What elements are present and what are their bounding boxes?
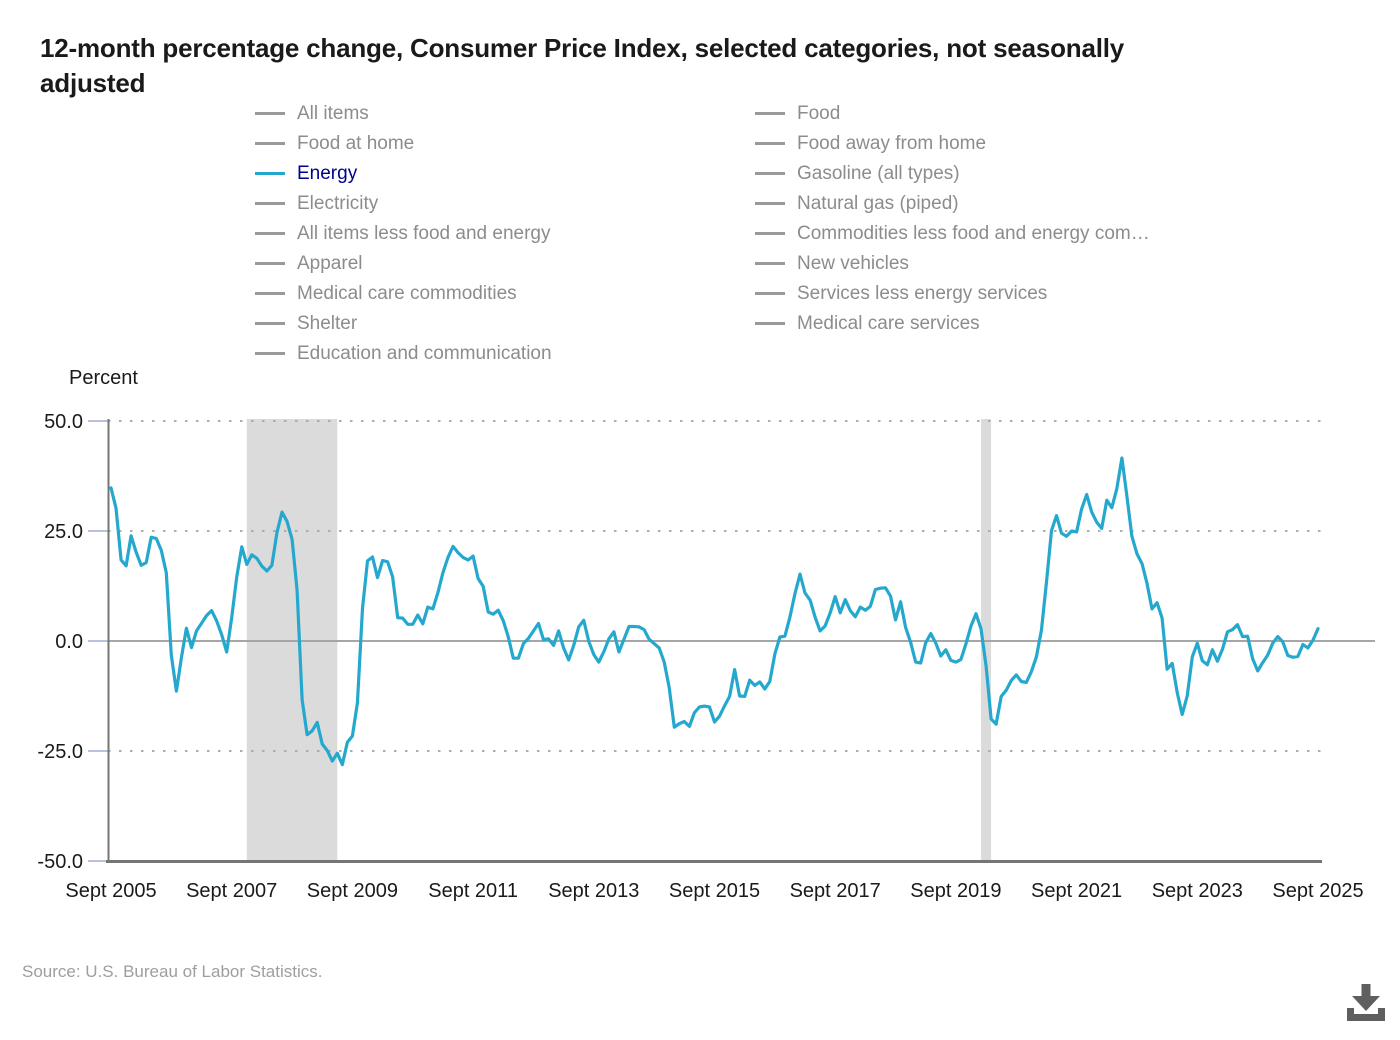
legend-label: Medical care services bbox=[797, 312, 980, 334]
legend-item-services-less-energy-services[interactable]: Services less energy services bbox=[755, 278, 1150, 308]
legend-item-new-vehicles[interactable]: New vehicles bbox=[755, 248, 1150, 278]
x-tick-label: Sept 2023 bbox=[1152, 880, 1243, 902]
legend-line-swatch bbox=[755, 261, 785, 265]
x-tick-label: Sept 2007 bbox=[186, 880, 277, 902]
download-button[interactable] bbox=[1340, 980, 1392, 1028]
legend-label: New vehicles bbox=[797, 252, 909, 274]
legend-label: Natural gas (piped) bbox=[797, 192, 959, 214]
legend-column-right: Food Food away from home Gasoline (all typ… bbox=[755, 98, 1150, 338]
download-icon bbox=[1347, 984, 1385, 1021]
legend-line-swatch bbox=[255, 321, 285, 325]
y-tick-label: -25.0 bbox=[37, 741, 83, 763]
legend-label: Shelter bbox=[297, 312, 358, 334]
y-tick-label: 50.0 bbox=[44, 411, 83, 433]
y-tick-label: 25.0 bbox=[44, 521, 83, 543]
legend-line-swatch bbox=[755, 321, 785, 325]
page-title: 12-month percentage change, Consumer Pri… bbox=[40, 31, 1300, 100]
x-tick-label: Sept 2021 bbox=[1031, 880, 1122, 902]
legend-item-education-and-communication[interactable]: Education and communication bbox=[255, 338, 552, 368]
energy-series-line bbox=[109, 456, 1320, 767]
legend-column-left: All items Food at home Energy Electricity Al… bbox=[255, 98, 552, 368]
page-title-line1: 12-month percentage change, Consumer Pri… bbox=[40, 33, 1125, 64]
legend-line-swatch bbox=[255, 291, 285, 295]
legend-line-swatch bbox=[255, 111, 285, 115]
legend-line-swatch bbox=[255, 201, 285, 205]
legend-item-commodities-less-food-and-energy-com[interactable]: Commodities less food and energy com… bbox=[755, 218, 1150, 248]
legend-label: All items less food and energy bbox=[297, 222, 551, 244]
legend-line-swatch bbox=[255, 351, 285, 355]
y-axis-title: Percent bbox=[69, 367, 138, 389]
legend-label: Apparel bbox=[297, 252, 363, 274]
legend-item-food[interactable]: Food bbox=[755, 98, 1150, 128]
x-tick-label: Sept 2017 bbox=[790, 880, 881, 902]
legend-line-swatch bbox=[255, 141, 285, 145]
x-tick-label: Sept 2015 bbox=[669, 880, 760, 902]
legend-label: Food bbox=[797, 102, 841, 124]
legend-label: Food at home bbox=[297, 132, 415, 154]
legend-item-food-at-home[interactable]: Food at home bbox=[255, 128, 552, 158]
x-tick-label: Sept 2005 bbox=[65, 880, 156, 902]
legend-label: Medical care commodities bbox=[297, 282, 517, 304]
legend-item-medical-care-commodities[interactable]: Medical care commodities bbox=[255, 278, 552, 308]
y-tick-label: -50.0 bbox=[37, 851, 83, 873]
legend-line-swatch bbox=[755, 201, 785, 205]
legend-line-swatch bbox=[755, 171, 785, 175]
legend-item-gasoline-all-types[interactable]: Gasoline (all types) bbox=[755, 158, 1150, 188]
legend-item-apparel[interactable]: Apparel bbox=[255, 248, 552, 278]
legend-label: Services less energy services bbox=[797, 282, 1048, 304]
legend-item-electricity[interactable]: Electricity bbox=[255, 188, 552, 218]
legend-label: Energy bbox=[297, 162, 358, 184]
legend-item-energy[interactable]: Energy bbox=[255, 158, 552, 188]
x-tick-label: Sept 2019 bbox=[910, 880, 1001, 902]
legend-item-all-items-less-food-and-energy[interactable]: All items less food and energy bbox=[255, 218, 552, 248]
y-tick-label: 0.0 bbox=[55, 631, 83, 653]
legend-line-swatch bbox=[255, 231, 285, 235]
legend-label: Education and communication bbox=[297, 342, 552, 364]
x-tick-label: Sept 2013 bbox=[548, 880, 639, 902]
legend-label: Electricity bbox=[297, 192, 379, 214]
legend-label: All items bbox=[297, 102, 369, 124]
legend-line-swatch bbox=[755, 291, 785, 295]
legend-line-swatch bbox=[755, 141, 785, 145]
legend-item-food-away-from-home[interactable]: Food away from home bbox=[755, 128, 1150, 158]
legend-item-all-items[interactable]: All items bbox=[255, 98, 552, 128]
legend-line-swatch bbox=[255, 261, 285, 265]
legend-line-swatch bbox=[755, 231, 785, 235]
x-tick-label: Sept 2009 bbox=[307, 880, 398, 902]
active-series-line-swatch bbox=[255, 171, 285, 175]
legend-label: Gasoline (all types) bbox=[797, 162, 960, 184]
legend-item-medical-care-services[interactable]: Medical care services bbox=[755, 308, 1150, 338]
legend-item-natural-gas-piped[interactable]: Natural gas (piped) bbox=[755, 188, 1150, 218]
legend-line-swatch bbox=[755, 111, 785, 115]
legend-label: Food away from home bbox=[797, 132, 987, 154]
source-note: Source: U.S. Bureau of Labor Statistics. bbox=[22, 962, 323, 981]
legend-label: Commodities less food and energy com… bbox=[797, 222, 1150, 244]
legend-item-shelter[interactable]: Shelter bbox=[255, 308, 552, 338]
x-tick-label: Sept 2011 bbox=[428, 880, 518, 902]
page-title-line2: adjusted bbox=[40, 67, 146, 98]
x-tick-label: Sept 2025 bbox=[1272, 880, 1363, 902]
